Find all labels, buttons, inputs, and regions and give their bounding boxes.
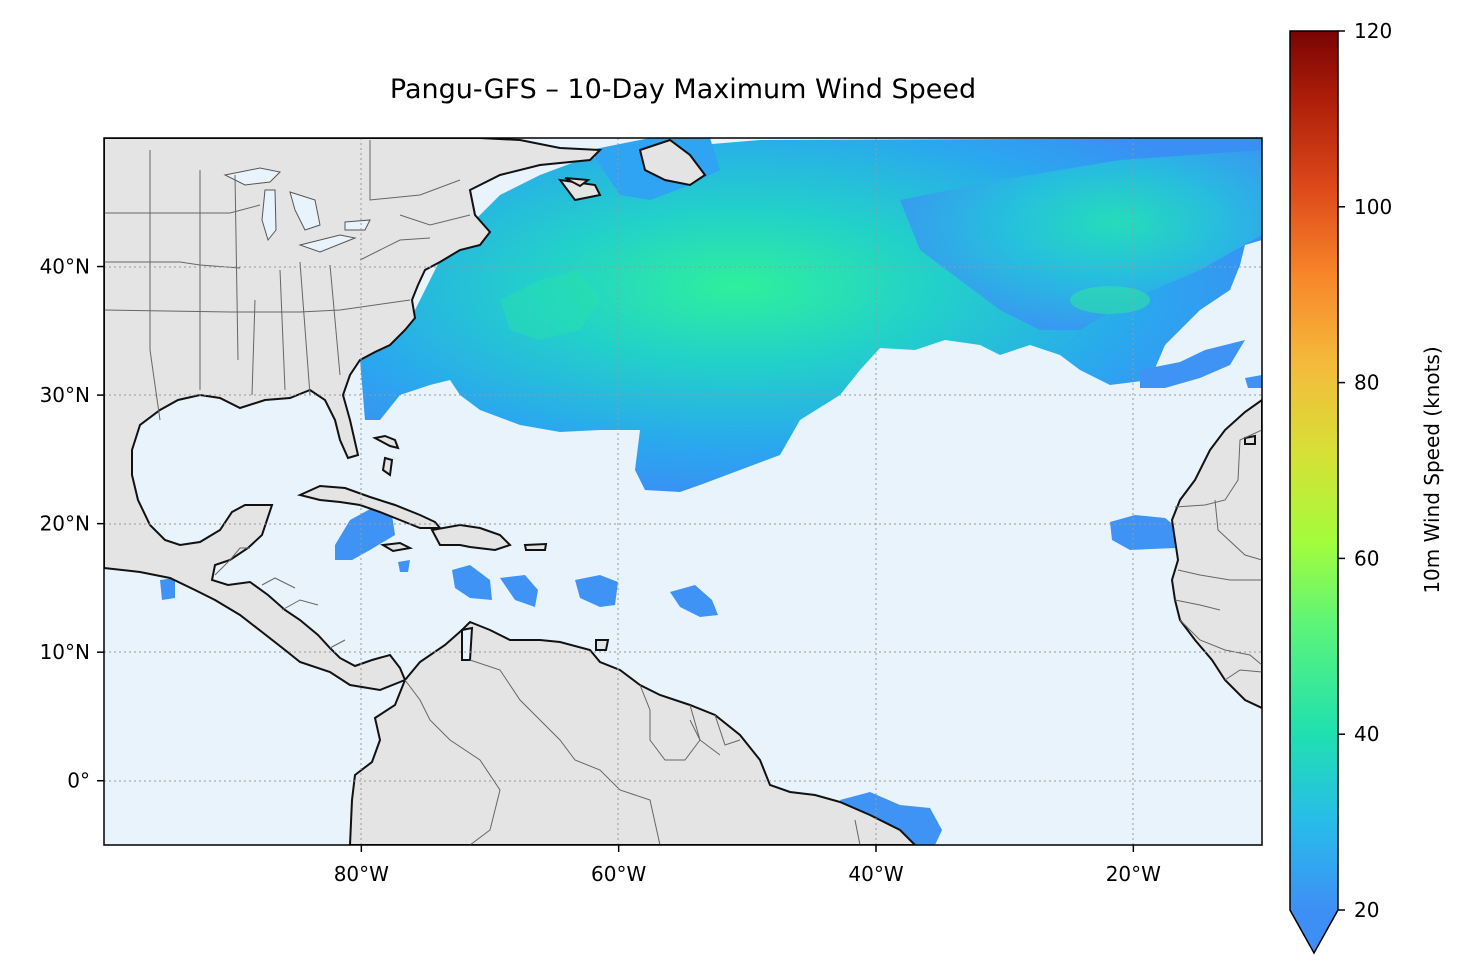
- lat-tick-label: 30°N: [40, 383, 90, 407]
- map-frame: [103, 137, 1263, 846]
- gridlines: [104, 138, 1262, 845]
- land-lake-maracaibo: [461, 626, 474, 661]
- lat-tick-label: 0°: [67, 769, 90, 793]
- wind-patch: [840, 792, 942, 845]
- land-trinidad: [595, 639, 610, 651]
- wind-patch: [398, 560, 410, 572]
- land-bahamas: [372, 434, 400, 450]
- wind-swath-east-core: [900, 150, 1262, 330]
- great-lakes: [223, 167, 371, 253]
- colorbar-tick-label: 20: [1354, 898, 1379, 922]
- wind-patch: [1140, 340, 1245, 388]
- land-north-america: [104, 138, 603, 692]
- land: [104, 138, 1262, 845]
- colorbar-extend-min: [1290, 910, 1338, 953]
- latitude-ticks: 40°N 30°N 20°N 10°N 0°: [40, 255, 104, 793]
- wind-patch: [160, 578, 175, 600]
- lat-tick-label: 20°N: [40, 512, 90, 536]
- colorbar: 120 100 80 60 40 20: [1289, 19, 1392, 955]
- map-area: [104, 138, 1262, 845]
- land-bahamas-2: [381, 456, 394, 477]
- wind-patch: [1245, 375, 1262, 388]
- wind-patch: [575, 575, 618, 607]
- colorbar-tick-label: 120: [1354, 19, 1392, 43]
- colorbar-gradient: [1290, 31, 1338, 910]
- wind-patch: [670, 585, 718, 617]
- land-pei: [564, 177, 591, 188]
- lon-tick-label: 20°W: [1106, 862, 1161, 886]
- colorbar-tick-label: 40: [1354, 722, 1379, 746]
- lake-ontario: [344, 219, 371, 231]
- wind-patch: [452, 565, 492, 600]
- lat-tick-label: 10°N: [40, 640, 90, 664]
- lon-tick-label: 40°W: [848, 862, 903, 886]
- land-puerto-rico: [523, 542, 548, 551]
- lon-tick-label: 80°W: [334, 862, 389, 886]
- lake-huron: [289, 191, 321, 231]
- wind-swath-jet-core: [1070, 286, 1150, 314]
- colorbar-label: 10m Wind Speed (knots): [1420, 346, 1444, 594]
- lake-michigan: [261, 189, 277, 242]
- colorbar-tick-label: 60: [1354, 546, 1379, 570]
- land-newfoundland: [638, 138, 707, 187]
- chart-title: Pangu-GFS – 10-Day Maximum Wind Speed: [389, 74, 977, 105]
- land-africa: [1170, 398, 1262, 710]
- lat-tick-label: 40°N: [40, 255, 90, 279]
- wind-patch: [1110, 515, 1180, 550]
- lon-tick-label: 60°W: [591, 862, 646, 886]
- colorbar-outline: [1289, 30, 1339, 955]
- colorbar-tick-label: 80: [1354, 371, 1379, 395]
- colorbar-tick-label: 100: [1354, 195, 1392, 219]
- land-canary: [1244, 434, 1256, 445]
- longitude-ticks: 80°W 60°W 40°W 20°W: [334, 845, 1161, 886]
- colorbar-ticks: 120 100 80 60 40 20: [1338, 19, 1392, 922]
- wind-swath-west-core: [500, 270, 600, 340]
- wind-patch: [500, 575, 538, 607]
- political-borders: [104, 140, 1262, 845]
- wind-patch: [335, 508, 395, 560]
- lake-superior: [223, 167, 282, 186]
- land-south-america: [348, 620, 917, 845]
- lake-erie: [298, 234, 357, 253]
- land-hispaniola: [430, 523, 512, 552]
- land-jamaica: [379, 541, 414, 553]
